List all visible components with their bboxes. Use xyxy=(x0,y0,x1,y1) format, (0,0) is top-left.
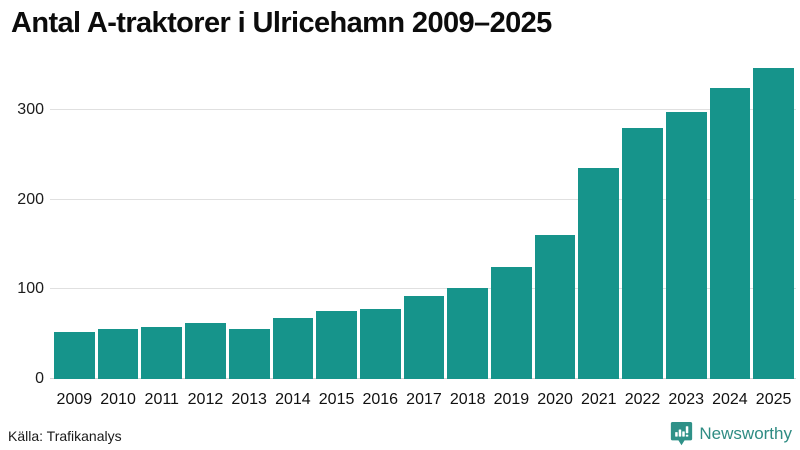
newsworthy-icon xyxy=(670,421,693,446)
newsworthy-label: Newsworthy xyxy=(699,423,792,443)
bar-2009 xyxy=(54,332,95,379)
x-tick-label-2016: 2016 xyxy=(362,391,399,408)
x-tick-label-2023: 2023 xyxy=(668,391,704,408)
x-tick-label-2018: 2018 xyxy=(449,391,486,408)
x-axis-labels: 2009 2010 2011 2012 2013 2014 2015 2016 2017 2018… xyxy=(52,391,796,409)
y-tick-label-200: 200 xyxy=(17,190,44,208)
x-tick-label-2012: 2012 xyxy=(187,391,224,408)
bar-2016 xyxy=(359,309,401,379)
x-tick-label-2020: 2020 xyxy=(537,391,573,408)
x-tick-label-2017: 2017 xyxy=(406,391,442,408)
chart-title: Antal A-traktorer i Ulricehamn 2009–2025 xyxy=(11,7,552,39)
y-tick-label-100: 100 xyxy=(17,280,44,298)
bar-2010 xyxy=(97,328,139,379)
x-tick-label-2013: 2013 xyxy=(231,391,267,408)
gridline-300 xyxy=(50,108,796,110)
x-tick-label-2011: 2011 xyxy=(144,391,179,408)
bar-2013 xyxy=(228,328,270,379)
x-tick-label-2010: 2010 xyxy=(100,391,136,408)
x-tick-label-2015: 2015 xyxy=(318,391,355,408)
gridline-200 xyxy=(50,198,796,200)
x-tick-label-2021: 2021 xyxy=(580,391,617,408)
bar-2015 xyxy=(316,310,357,379)
x-tick-label-2025: 2025 xyxy=(755,391,792,408)
newsworthy-logo: Newsworthy xyxy=(670,421,792,446)
x-tick-label-2024: 2024 xyxy=(712,391,748,408)
bar-2017 xyxy=(403,296,445,379)
x-tick-label-2009: 2009 xyxy=(56,391,93,408)
x-tick-label-2022: 2022 xyxy=(624,391,661,408)
bars-container xyxy=(54,65,794,379)
bar-2022 xyxy=(622,127,663,379)
bar-2021 xyxy=(578,168,620,379)
y-tick-label-0: 0 xyxy=(35,370,44,387)
x-tick-label-2014: 2014 xyxy=(275,391,311,408)
bar-2024 xyxy=(709,88,751,379)
bar-2018 xyxy=(447,287,489,379)
x-tick-label-2019: 2019 xyxy=(493,391,530,408)
bar-2011 xyxy=(141,326,183,379)
gridline-100 xyxy=(50,288,796,290)
bar-2014 xyxy=(272,318,314,379)
y-tick-label-300: 300 xyxy=(17,100,44,118)
bar-2023 xyxy=(665,111,707,379)
bar-2012 xyxy=(185,323,226,379)
bar-2025 xyxy=(753,67,794,379)
plot-area xyxy=(50,65,796,379)
source-label: Källa: Trafikanalys xyxy=(8,428,122,444)
bar-2019 xyxy=(491,266,532,379)
bar-2020 xyxy=(534,235,576,379)
y-axis-labels: 0 100 200 300 xyxy=(0,65,44,386)
